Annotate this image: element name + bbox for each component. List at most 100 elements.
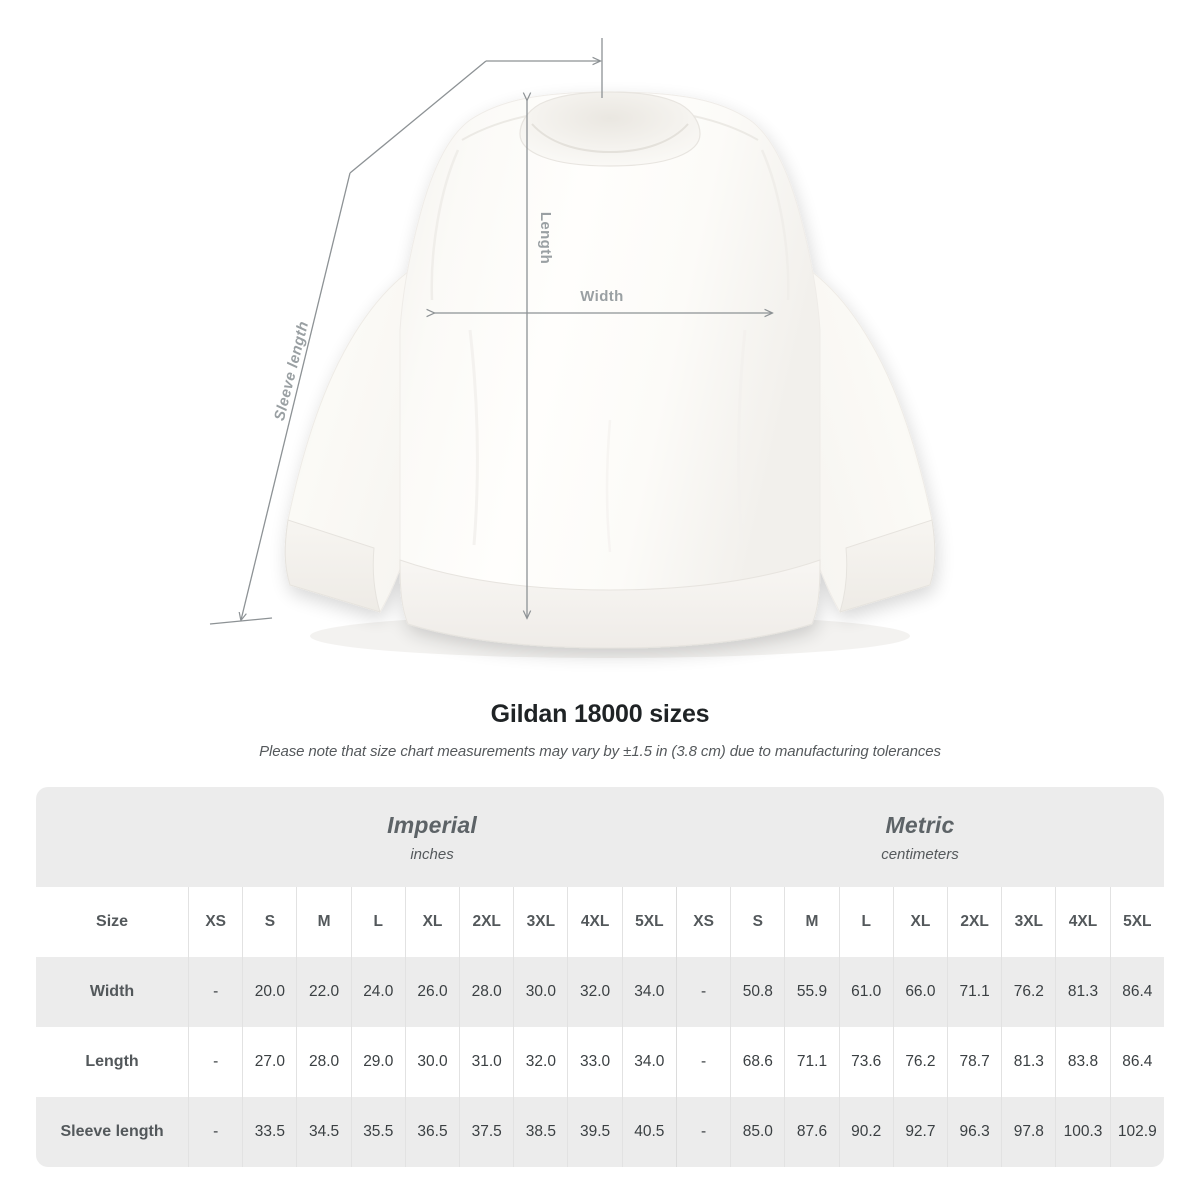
- size-table: Imperial inches Metric centimeters Size …: [36, 787, 1164, 1167]
- garment-body-group: [284, 91, 936, 649]
- cell-width-metric-l: 61.0: [838, 957, 893, 1027]
- cell-width-imperial-5xl: 34.0: [621, 957, 676, 1027]
- cell-sleeve-metric-l: 90.2: [838, 1097, 893, 1167]
- size-header-row: Size XS S M L XL 2XL 3XL 4XL 5XL XS S M …: [36, 887, 1164, 957]
- cell-sleeve-imperial-5xl: 40.5: [621, 1097, 676, 1167]
- cell-width-imperial-2xl: 28.0: [459, 957, 514, 1027]
- cell-length-metric-3xl: 81.3: [1001, 1027, 1056, 1097]
- right-armhole-seam: [760, 149, 790, 301]
- cell-length-imperial-5xl: 34.0: [621, 1027, 676, 1097]
- cell-length-metric-2xl: 78.7: [947, 1027, 1002, 1097]
- fabric-fold-2: [736, 329, 747, 546]
- cell-width-imperial-s: 20.0: [242, 957, 297, 1027]
- header-imperial-4xl: 4XL: [567, 887, 622, 957]
- cell-width-metric-xl: 66.0: [892, 957, 947, 1027]
- header-metric-xl: XL: [892, 887, 947, 957]
- cell-sleeve-imperial-s: 33.5: [242, 1097, 297, 1167]
- cell-sleeve-imperial-l: 35.5: [350, 1097, 405, 1167]
- cell-length-imperial-l: 29.0: [350, 1027, 405, 1097]
- tolerance-note: Please note that size chart measurements…: [259, 743, 941, 760]
- cell-length-imperial-4xl: 33.0: [567, 1027, 622, 1097]
- cell-length-imperial-3xl: 32.0: [513, 1027, 568, 1097]
- unit-cell-metric: Metric centimeters: [675, 787, 1164, 887]
- cell-sleeve-metric-xs: -: [675, 1097, 731, 1167]
- cell-length-metric-s: 68.6: [730, 1027, 785, 1097]
- header-imperial-xl: XL: [404, 887, 460, 957]
- cell-length-imperial-xs: -: [188, 1027, 243, 1097]
- cell-length-imperial-xl: 30.0: [404, 1027, 460, 1097]
- cell-sleeve-imperial-xl: 36.5: [404, 1097, 460, 1167]
- header-size-label: Size: [36, 887, 189, 957]
- unit-banner-row: Imperial inches Metric centimeters: [36, 787, 1164, 887]
- cell-width-imperial-m: 22.0: [296, 957, 351, 1027]
- cell-length-imperial-s: 27.0: [242, 1027, 297, 1097]
- hem-band: [399, 559, 821, 649]
- chart-heading-block: Gildan 18000 sizes Please note that size…: [0, 700, 1200, 760]
- cell-width-metric-m: 55.9: [784, 957, 839, 1027]
- unit-name-metric: Metric: [885, 811, 955, 838]
- cell-length-metric-xl: 76.2: [892, 1027, 947, 1097]
- cell-sleeve-metric-m: 87.6: [784, 1097, 839, 1167]
- cell-width-imperial-xs: -: [188, 957, 243, 1027]
- cell-length-metric-4xl: 83.8: [1055, 1027, 1110, 1097]
- cell-width-metric-xs: -: [675, 957, 731, 1027]
- cell-sleeve-metric-2xl: 96.3: [947, 1097, 1002, 1167]
- header-metric-3xl: 3XL: [1001, 887, 1056, 957]
- cell-width-metric-s: 50.8: [730, 957, 785, 1027]
- neck-inner-seam: [531, 123, 689, 154]
- header-metric-s: S: [730, 887, 785, 957]
- table-row-sleeve-length: Sleeve length - 33.5 34.5 35.5 36.5 37.5…: [36, 1097, 1164, 1167]
- header-metric-xs: XS: [675, 887, 731, 957]
- body-panel: [399, 91, 821, 647]
- cell-length-metric-l: 73.6: [838, 1027, 893, 1097]
- cell-length-metric-m: 71.1: [784, 1027, 839, 1097]
- cell-sleeve-metric-5xl: 102.9: [1109, 1097, 1164, 1167]
- header-metric-m: M: [784, 887, 839, 957]
- cell-sleeve-imperial-xs: -: [188, 1097, 243, 1167]
- header-metric-5xl: 5XL: [1109, 887, 1164, 957]
- header-imperial-3xl: 3XL: [513, 887, 568, 957]
- cell-width-imperial-xl: 26.0: [404, 957, 460, 1027]
- table-row-width: Width - 20.0 22.0 24.0 26.0 28.0 30.0 32…: [36, 957, 1164, 1027]
- cell-length-metric-xs: -: [675, 1027, 731, 1097]
- cell-width-metric-3xl: 76.2: [1001, 957, 1056, 1027]
- cell-width-metric-2xl: 71.1: [947, 957, 1002, 1027]
- cell-sleeve-imperial-3xl: 38.5: [513, 1097, 568, 1167]
- header-metric-2xl: 2XL: [947, 887, 1002, 957]
- size-table-container: Imperial inches Metric centimeters Size …: [36, 787, 1164, 1167]
- cell-length-metric-5xl: 86.4: [1109, 1027, 1164, 1097]
- cell-sleeve-metric-4xl: 100.3: [1055, 1097, 1110, 1167]
- table-row-length: Length - 27.0 28.0 29.0 30.0 31.0 32.0 3…: [36, 1027, 1164, 1097]
- cell-sleeve-imperial-m: 34.5: [296, 1097, 351, 1167]
- row-label-length: Length: [36, 1027, 189, 1097]
- product-illustration: Sleeve length Length Width: [209, 38, 936, 658]
- unit-sub-metric: centimeters: [881, 845, 959, 863]
- cell-sleeve-imperial-2xl: 37.5: [459, 1097, 514, 1167]
- fabric-fold-3: [605, 419, 612, 553]
- cell-length-imperial-m: 28.0: [296, 1027, 351, 1097]
- cell-width-imperial-3xl: 30.0: [513, 957, 568, 1027]
- unit-sub-imperial: inches: [410, 845, 454, 863]
- cell-width-imperial-l: 24.0: [350, 957, 405, 1027]
- header-imperial-5xl: 5XL: [621, 887, 676, 957]
- unit-cell-imperial: Imperial inches: [188, 787, 676, 887]
- header-imperial-2xl: 2XL: [459, 887, 514, 957]
- header-imperial-l: L: [350, 887, 405, 957]
- right-cuff: [839, 519, 936, 613]
- unit-name-imperial: Imperial: [387, 811, 477, 838]
- cell-sleeve-imperial-4xl: 39.5: [567, 1097, 622, 1167]
- page-title: Gildan 18000 sizes: [490, 700, 710, 728]
- cell-sleeve-metric-3xl: 97.8: [1001, 1097, 1056, 1167]
- header-imperial-xs: XS: [188, 887, 243, 957]
- header-imperial-s: S: [242, 887, 297, 957]
- cell-width-metric-5xl: 86.4: [1109, 957, 1164, 1027]
- cell-sleeve-metric-xl: 92.7: [892, 1097, 947, 1167]
- cell-width-metric-4xl: 81.3: [1055, 957, 1110, 1027]
- row-label-sleeve-length: Sleeve length: [36, 1097, 189, 1167]
- header-imperial-m: M: [296, 887, 351, 957]
- cell-sleeve-metric-s: 85.0: [730, 1097, 785, 1167]
- cell-length-imperial-2xl: 31.0: [459, 1027, 514, 1097]
- cell-width-imperial-4xl: 32.0: [567, 957, 622, 1027]
- unit-spacer-cell: [36, 787, 189, 887]
